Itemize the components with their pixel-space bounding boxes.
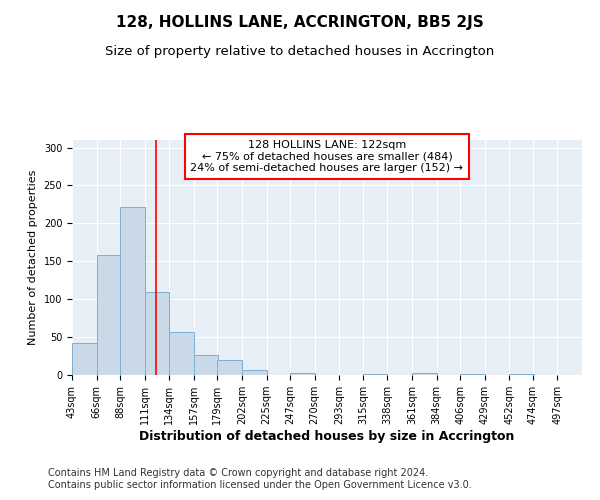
Bar <box>217 360 242 375</box>
Bar <box>169 332 194 375</box>
Bar <box>363 374 388 375</box>
Bar <box>412 374 437 375</box>
Y-axis label: Number of detached properties: Number of detached properties <box>28 170 38 345</box>
Bar <box>460 374 485 375</box>
Text: 128 HOLLINS LANE: 122sqm
← 75% of detached houses are smaller (484)
24% of semi-: 128 HOLLINS LANE: 122sqm ← 75% of detach… <box>191 140 464 173</box>
Bar <box>120 206 145 375</box>
Text: Contains HM Land Registry data © Crown copyright and database right 2024.
Contai: Contains HM Land Registry data © Crown c… <box>48 468 472 490</box>
X-axis label: Distribution of detached houses by size in Accrington: Distribution of detached houses by size … <box>139 430 515 443</box>
Bar <box>509 374 534 375</box>
Text: 128, HOLLINS LANE, ACCRINGTON, BB5 2JS: 128, HOLLINS LANE, ACCRINGTON, BB5 2JS <box>116 15 484 30</box>
Bar <box>72 343 97 375</box>
Bar <box>145 292 169 375</box>
Bar <box>290 372 315 375</box>
Bar <box>194 356 218 375</box>
Text: Size of property relative to detached houses in Accrington: Size of property relative to detached ho… <box>106 45 494 58</box>
Bar <box>242 370 266 375</box>
Bar <box>97 255 121 375</box>
